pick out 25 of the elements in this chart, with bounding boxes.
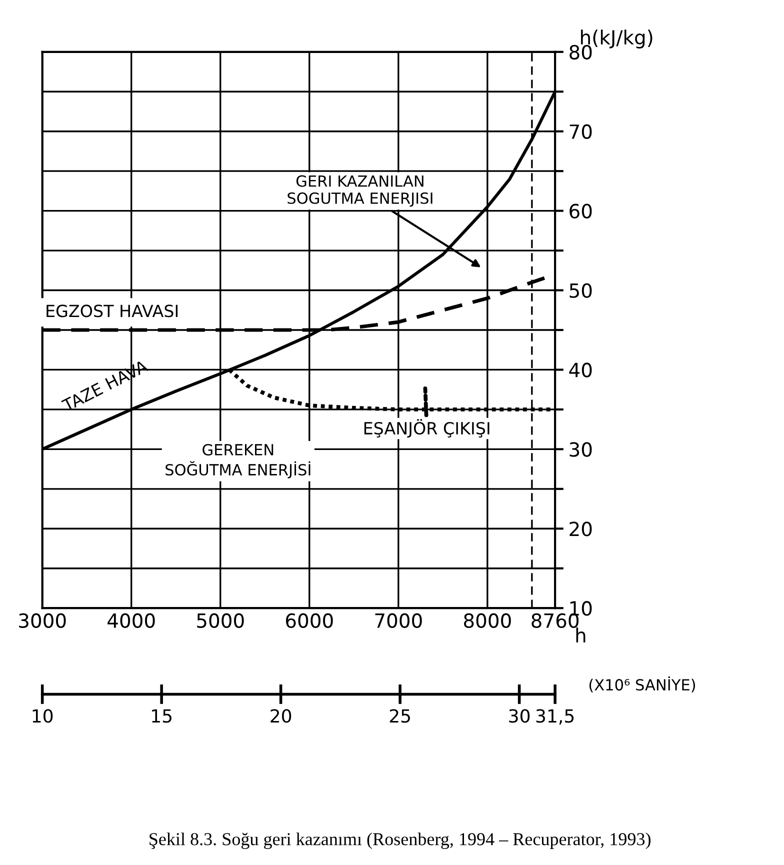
x2-tick-label: 31,5 [536, 709, 574, 725]
annotation: GERI KAZANILAN SOGUTMA ENERJISI [288, 175, 432, 207]
y-tick-label: 30 [570, 442, 592, 457]
x-tick-label: 6000 [286, 613, 333, 628]
x-tick-label: 3000 [19, 613, 66, 628]
x-tick-label: 5000 [197, 613, 244, 628]
x2-tick-label: 20 [270, 709, 292, 723]
x-tick-label: 8000 [464, 613, 511, 628]
series-label: EGZOST HAVASI [46, 304, 178, 318]
x2-axis-title: (X10⁶ SANİYE) [589, 676, 696, 692]
x-tick-label: 7000 [375, 613, 422, 628]
x2-tick-label: 30 [509, 709, 530, 723]
y-tick-label: 40 [569, 362, 592, 378]
y-tick-label: 70 [570, 124, 592, 140]
annotation: GEREKEN SOĞUTMA ENERJİSİ [166, 444, 310, 478]
y-tick-label: 20 [570, 522, 592, 536]
legend-label: EŞANJÖR ÇIKIŞI [364, 419, 490, 438]
y-tick-label: 60 [570, 204, 592, 218]
x-axis-title: h [576, 628, 586, 642]
x-tick-label: 4000 [108, 613, 155, 628]
text: Şekil 8.3. Soğu geri kazanımı (Rosenberg, 1994 – Recuperator, 1993) [150, 832, 650, 849]
x2-tick-label: 25 [390, 709, 410, 723]
x2-tick-label: 10 [32, 709, 53, 723]
x2-tick-label: 15 [152, 709, 172, 723]
y-tick-label: 50 [570, 283, 592, 298]
